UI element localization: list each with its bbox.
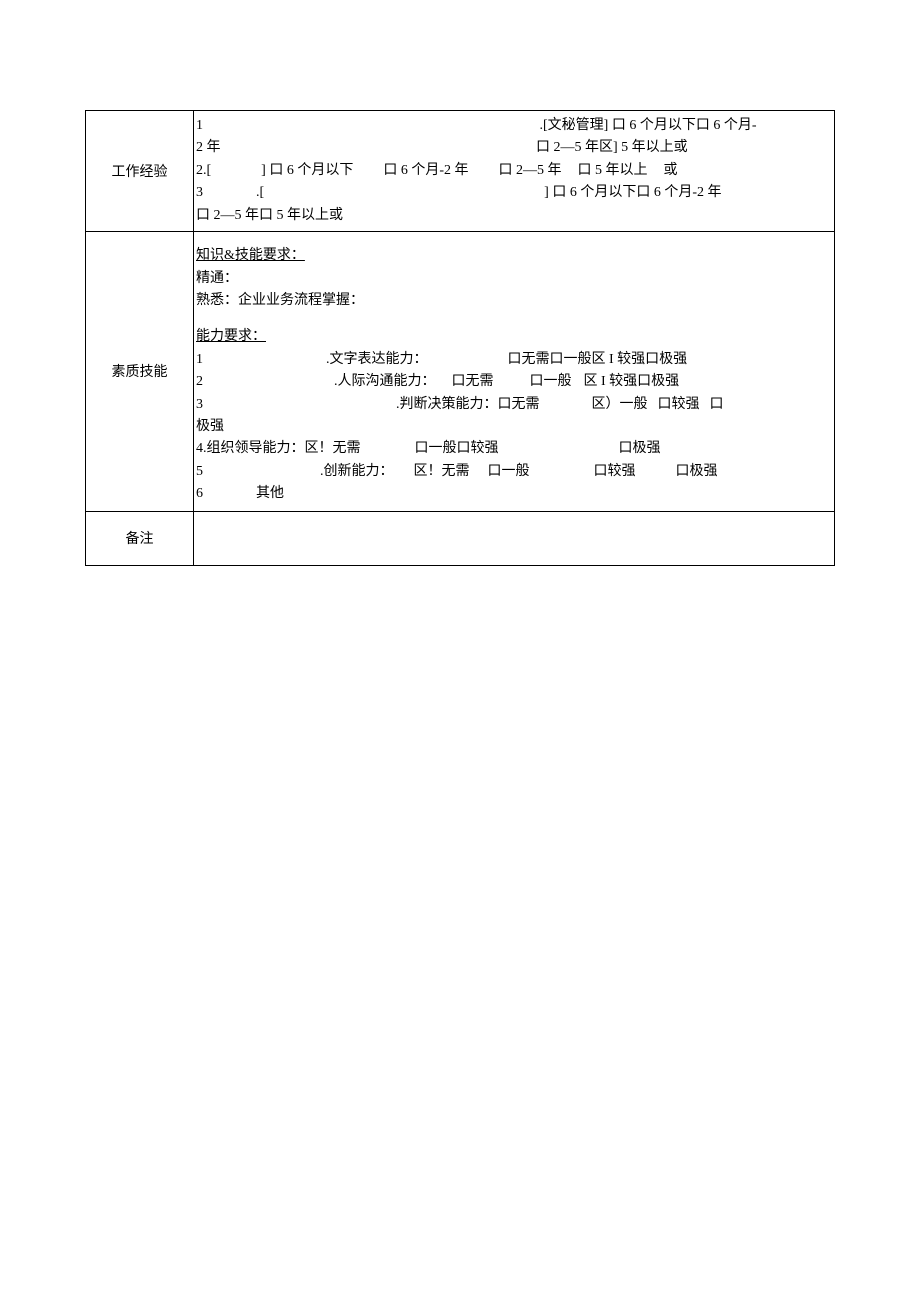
sk-a2n: 2 [196, 371, 334, 393]
sk-a5o4: 口极强 [676, 464, 718, 479]
experience-content: 1 .[文秘管理] 口 6 个月以下口 6 个月- 2 年口 2—5 年区] 5… [194, 111, 835, 232]
sk-a5o2: 口一般 [488, 464, 530, 479]
exp-l1b: .[文秘管理] 口 6 个月以下口 6 个月- [536, 118, 757, 133]
skill-content: 知识&技能要求： 精通： 熟悉：企业业务流程掌握： 能力要求： 1.文字表达能力… [194, 231, 835, 511]
experience-label: 工作经验 [86, 111, 194, 232]
sk-a5n: 5 [196, 461, 320, 483]
sk-a6n: 6 [196, 483, 256, 505]
sk-a4o2: 口极强 [619, 441, 661, 456]
exp-l3c: 口 6 个月-2 年 [383, 163, 468, 178]
exp-l3e: 口 5 年以上 [578, 163, 648, 178]
sk-a3o2: 口较强 [658, 397, 700, 412]
exp-l2b: 口 2—5 年区] 5 年以上或 [536, 140, 688, 155]
sk-a6t: 其他 [256, 486, 284, 501]
exp-l5: 口 2—5 年口 5 年以上或 [196, 205, 830, 227]
note-content [194, 511, 835, 565]
exp-l4c: ] 口 6 个月以下口 6 个月-2 年 [544, 185, 721, 200]
sk-a2o2: 口一般 [530, 374, 572, 389]
sk-a5o1: 区！无需 [414, 464, 470, 479]
sk-a1o: 口无需口一般区 I 较强口极强 [508, 352, 688, 367]
skill-l1: 精通： [196, 268, 830, 290]
sk-a3t: .判断决策能力：口无需 [396, 397, 540, 412]
note-label: 备注 [86, 511, 194, 565]
exp-l4a: 3 [196, 182, 256, 204]
exp-l3d: 口 2—5 年 [499, 163, 562, 178]
sk-a5t: .创新能力： [320, 464, 394, 479]
sk-a4o1: 口一般口较强 [415, 441, 499, 456]
sk-a2t: .人际沟通能力： [334, 374, 436, 389]
exp-l1a: 1 [196, 115, 536, 137]
sk-a2o1: 口无需 [452, 374, 494, 389]
form-table: 工作经验 1 .[文秘管理] 口 6 个月以下口 6 个月- 2 年口 2—5 … [85, 110, 835, 566]
skill-heading2: 能力要求： [196, 326, 830, 348]
skill-l2: 熟悉：企业业务流程掌握： [196, 290, 830, 312]
exp-l3f: 或 [664, 163, 678, 178]
sk-a5o3: 口较强 [594, 464, 636, 479]
exp-l4b: .[ [256, 185, 264, 200]
skill-label: 素质技能 [86, 231, 194, 511]
sk-a3o3: 口 [710, 397, 724, 412]
sk-a3n: 3 [196, 394, 396, 416]
exp-l3a: 2.[ [196, 163, 211, 178]
sk-a1n: 1 [196, 349, 326, 371]
skill-heading1: 知识&技能要求： [196, 245, 830, 267]
sk-a1t: .文字表达能力： [326, 352, 428, 367]
sk-a3wrap: 极强 [196, 416, 830, 438]
exp-l2a: 2 年 [196, 137, 536, 159]
sk-a4: 4.组织领导能力：区！无需 [196, 441, 361, 456]
exp-l3b: ] 口 6 个月以下 [261, 163, 353, 178]
sk-a3o1: 区）一般 [592, 397, 648, 412]
sk-a2o3: 区 I 较强口极强 [584, 374, 680, 389]
